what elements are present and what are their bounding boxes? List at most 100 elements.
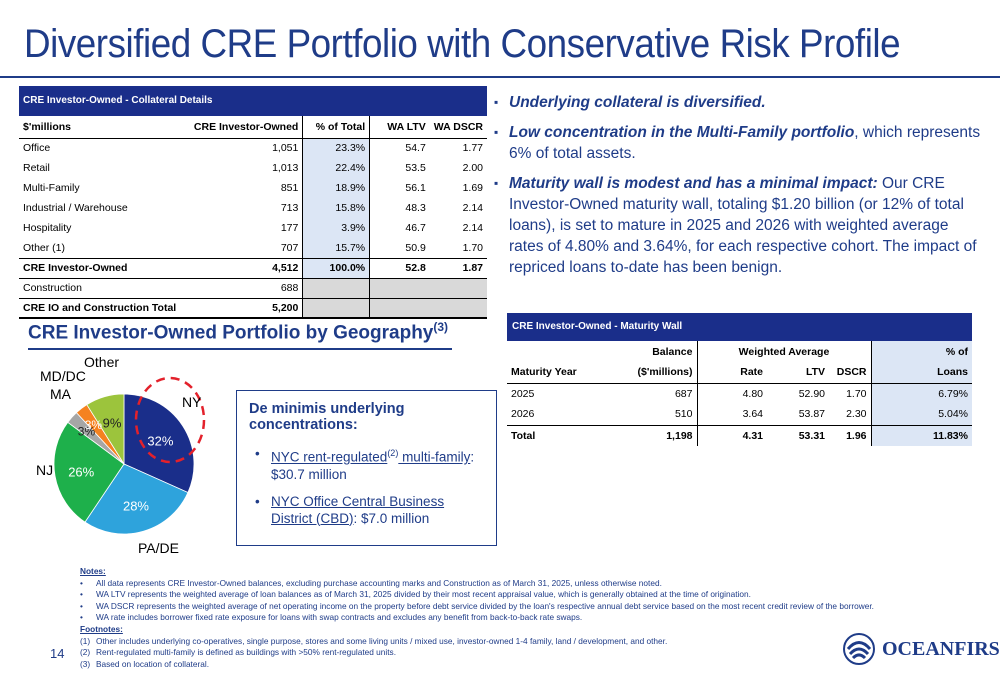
footnote-marker: (2)	[80, 647, 91, 658]
row-dscr: 2.00	[462, 162, 483, 174]
table-row: 2025 687 4.80 52.90 1.70 6.79%	[507, 383, 972, 404]
row-dscr: 1.70	[462, 241, 483, 254]
empty-cell	[429, 278, 487, 298]
row-ltv: 48.3	[405, 202, 426, 214]
pie-category-label: Other	[84, 354, 120, 370]
pie-category-label: NJ	[36, 462, 54, 478]
pie-value-label: 3%	[78, 424, 96, 438]
row-balance: 510	[587, 404, 698, 425]
notes-section: Notes: • All data represents CRE Investor…	[80, 566, 920, 670]
bullet-text: , which represents 6% of total assets.	[509, 124, 981, 162]
row-dscr: 1.87	[429, 257, 487, 279]
row-pct: 15.8%	[302, 198, 371, 218]
col-header: WA LTV	[369, 116, 430, 139]
row-pct: 23.3%	[302, 138, 371, 158]
row-dscr: 2.14	[462, 222, 483, 234]
bullet-bold: Low concentration in the Multi-Family po…	[509, 124, 855, 141]
empty-cell	[429, 297, 487, 319]
row-pct: 15.7%	[302, 238, 371, 258]
row-ltv: 52.8	[369, 257, 430, 279]
note-text: All data represents CRE Investor-Owned b…	[96, 577, 662, 588]
bullet-bold: Underlying collateral is diversified.	[509, 94, 766, 111]
pie-value-label: 28%	[123, 499, 149, 514]
callout-link[interactable]: multi-family	[398, 449, 471, 465]
col-header: Loans	[871, 362, 972, 384]
footnotes-heading: Footnotes:	[80, 623, 123, 634]
footnote-item: (1) Other includes underlying co-operativ…	[80, 636, 920, 648]
col-header: ($'millions)	[587, 362, 698, 384]
logo-wordmark: OCEANFIRST	[882, 638, 1000, 660]
row-balance: 687	[587, 383, 698, 404]
collateral-table: CRE Investor-Owned - Collateral Details …	[19, 86, 487, 319]
row-ltv: 50.9	[405, 241, 426, 254]
geography-pie-chart: 32% 28% 26% 3% 3% 9% Other MD/DC MA NY NJ PA/…	[20, 352, 240, 562]
callout-item: NYC rent-regulated(2) multi-family: $30.…	[249, 445, 484, 483]
row-name: Other (1)	[23, 241, 66, 254]
row-amount: 5,200	[180, 297, 304, 319]
callout-link[interactable]: NYC rent-regulated	[271, 449, 388, 465]
col-header: Weighted Average	[697, 341, 872, 362]
bullet-item: Low concentration in the Multi-Family po…	[494, 122, 984, 164]
row-pct: 6.79%	[871, 383, 972, 404]
geography-divider	[28, 348, 452, 350]
row-rate: 4.80	[742, 387, 763, 400]
key-points: Underlying collateral is diversified. Lo…	[494, 92, 984, 287]
bullet-item: Underlying collateral is diversified.	[494, 92, 984, 113]
row-ltv: 53.31	[767, 424, 829, 446]
note-item: • WA DSCR represents the weighted average…	[80, 600, 874, 611]
maturity-table-header: CRE Investor-Owned - Maturity Wall	[507, 313, 972, 341]
table-row: Office 1,051 23.3% 54.7 1.77	[19, 138, 487, 158]
note-text: WA rate includes borrower fixed rate exp…	[96, 612, 583, 623]
row-pct: 11.83%	[871, 424, 972, 446]
pie-value-label: 32%	[147, 433, 173, 448]
grand-total-row: CRE IO and Construction Total 5,200	[19, 297, 487, 319]
row-year: 2025	[511, 387, 535, 400]
row-ltv: 52.90	[798, 387, 825, 400]
row-dscr: 1.70	[829, 383, 872, 404]
row-year: 2026	[511, 408, 535, 421]
empty-cell	[302, 297, 371, 319]
footnote-text: Other includes underlying co-operatives,…	[96, 635, 668, 646]
col-header: WA DSCR	[429, 116, 487, 139]
page-number: 14	[50, 646, 65, 661]
row-ltv: 54.7	[405, 142, 426, 155]
row-dscr: 1.69	[462, 182, 483, 194]
row-name: Industrial / Warehouse	[23, 202, 128, 214]
row-name: CRE IO and Construction Total	[19, 297, 181, 319]
row-amount: 851	[180, 178, 304, 198]
logo-mark-icon	[843, 633, 875, 665]
row-ltv: 53.5	[405, 162, 426, 174]
row-rate: 4.31	[697, 424, 767, 446]
col-header: Maturity Year	[507, 362, 587, 384]
footnote-item: (2) Rent-regulated multi-family is define…	[80, 647, 920, 659]
maturity-table: CRE Investor-Owned - Maturity Wall Balan…	[507, 313, 972, 446]
table-row: Retail 1,013 22.4% 53.5 2.00	[19, 158, 487, 178]
row-name: CRE Investor-Owned	[19, 257, 181, 279]
pie-value-label: 26%	[68, 464, 94, 479]
row-rate: 3.64	[742, 408, 763, 421]
callout-sup: (2)	[387, 448, 399, 458]
bullet-item: Maturity wall is modest and has a minima…	[494, 173, 984, 278]
maturity-header-row-2: Maturity Year ($'millions) Rate LTV DSCR…	[507, 362, 972, 384]
pie-value-label: 9%	[103, 415, 122, 430]
row-dscr: 2.30	[829, 404, 872, 425]
footnote-marker: (3)	[80, 658, 91, 669]
callout-title: De minimis underlying concentrations:	[249, 401, 405, 433]
callout-link[interactable]: NYC Office Central Business District (CB…	[271, 493, 445, 526]
row-pct: 100.0%	[302, 257, 371, 279]
pie-category-label: PA/DE	[138, 540, 179, 556]
total-row: CRE Investor-Owned 4,512 100.0% 52.8 1.8…	[19, 257, 487, 279]
pie-category-label: NY	[182, 394, 202, 410]
row-amount: 1,051	[180, 138, 304, 158]
note-item: • WA rate includes borrower fixed rate ex…	[80, 612, 583, 623]
row-pct: 3.9%	[302, 218, 371, 238]
col-header: DSCR	[829, 362, 872, 384]
note-text: WA LTV represents the weighted average o…	[96, 589, 751, 600]
notes-heading: Notes:	[80, 566, 106, 576]
footnote-text: Rent-regulated multi-family is defined a…	[96, 647, 396, 658]
row-ltv: 53.87	[798, 408, 825, 421]
row-name: Multi-Family	[23, 182, 80, 194]
row-amount: 4,512	[180, 257, 304, 279]
row-amount: 707	[180, 238, 304, 258]
callout-item: NYC Office Central Business District (CB…	[249, 493, 484, 527]
